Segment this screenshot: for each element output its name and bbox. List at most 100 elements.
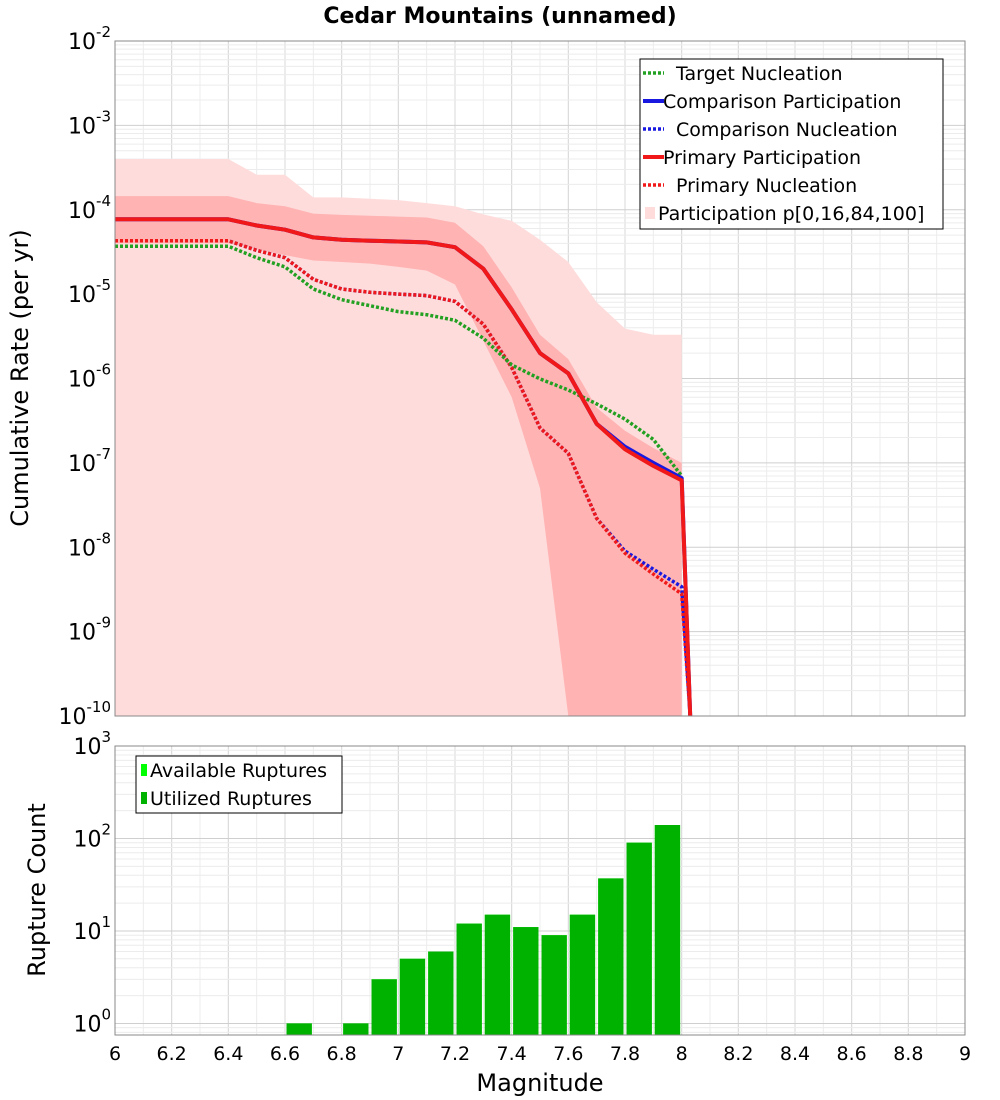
x-tick-label: 7 <box>392 1043 404 1065</box>
top-legend-box <box>639 58 944 230</box>
legend-label: Target Nucleation <box>675 63 843 85</box>
legend-label: Available Ruptures <box>150 760 327 782</box>
y-tick-base: 10 <box>68 452 96 477</box>
legend-label: Comparison Nucleation <box>676 119 898 141</box>
bar <box>456 923 482 1035</box>
y-tick-exponent: -5 <box>96 276 111 294</box>
bar <box>598 878 624 1035</box>
bottom-y-axis-title: Rupture Count <box>23 803 51 977</box>
y-tick-label: 102 <box>73 820 111 852</box>
top-y-ticks: 10-210-310-410-510-610-710-810-910-10 <box>59 23 112 730</box>
y-tick-base: 10 <box>68 368 96 393</box>
y-tick-label: 10-4 <box>68 192 111 224</box>
y-tick-exponent: 2 <box>101 820 111 838</box>
y-tick-exponent: -7 <box>96 445 111 463</box>
bottom-gridlines <box>114 746 966 1035</box>
y-tick-label: 101 <box>73 913 111 945</box>
x-tick-label: 6 <box>109 1043 121 1065</box>
bar <box>286 1023 312 1035</box>
bar <box>399 958 426 1035</box>
y-tick-label: 10-2 <box>68 23 111 55</box>
y-tick-label: 10-7 <box>68 445 111 477</box>
bar <box>626 842 652 1035</box>
top-plot-frame <box>114 40 966 717</box>
bar <box>569 914 596 1035</box>
y-tick-base: 10 <box>68 114 96 139</box>
x-tick-label: 6.6 <box>270 1043 300 1065</box>
y-tick-base: 10 <box>68 283 96 308</box>
y-tick-label: 10-5 <box>68 276 111 308</box>
y-tick-base: 10 <box>68 536 96 561</box>
bottom-legend: Available Ruptures Utilized Ruptures <box>135 755 343 814</box>
x-tick-label: 7.8 <box>610 1043 640 1065</box>
y-tick-exponent: 1 <box>101 913 111 931</box>
bottom-legend-items: Available Ruptures Utilized Ruptures <box>141 760 327 810</box>
y-tick-base: 10 <box>59 705 87 730</box>
y-tick-label: 10-3 <box>68 107 111 139</box>
legend-swatch <box>141 792 147 804</box>
legend-label: Primary Nucleation <box>676 175 857 197</box>
bar <box>343 1023 369 1035</box>
y-tick-exponent: -4 <box>96 192 111 210</box>
x-tick-label: 8.6 <box>837 1043 867 1065</box>
y-tick-base: 10 <box>68 621 96 646</box>
bar <box>541 935 567 1035</box>
y-tick-exponent: -9 <box>96 614 111 632</box>
y-tick-exponent: 0 <box>101 1005 111 1023</box>
legend-swatch <box>645 207 655 219</box>
x-tick-label: 6.2 <box>157 1043 187 1065</box>
x-axis-title: Magnitude <box>476 1069 603 1097</box>
y-tick-exponent: 3 <box>101 728 111 746</box>
legend-label: Primary Participation <box>663 147 861 169</box>
x-tick-label: 7.4 <box>497 1043 527 1065</box>
series-line <box>115 238 692 717</box>
y-tick-label: 10-8 <box>68 529 111 561</box>
y-tick-exponent: -6 <box>96 361 111 379</box>
bottom-plot-frame <box>114 745 966 1036</box>
bar <box>371 979 397 1035</box>
bar <box>428 951 454 1035</box>
x-tick-label: 8.8 <box>893 1043 923 1065</box>
y-tick-exponent: -8 <box>96 529 111 547</box>
bottom-bars <box>286 825 681 1035</box>
legend-swatch <box>141 764 147 776</box>
band-area <box>115 159 682 716</box>
bar <box>484 914 511 1035</box>
x-tick-label: 6.8 <box>327 1043 357 1065</box>
x-tick-label: 7.6 <box>553 1043 583 1065</box>
x-tick-label: 6.4 <box>213 1043 243 1065</box>
y-tick-base: 10 <box>68 199 96 224</box>
x-tick-label: 8 <box>676 1043 688 1065</box>
bar <box>654 825 681 1035</box>
top-series-lines <box>115 217 693 717</box>
series-line <box>115 244 684 477</box>
y-tick-base: 10 <box>73 920 101 945</box>
y-tick-base: 10 <box>68 30 96 55</box>
y-tick-exponent: -3 <box>96 107 111 125</box>
x-tick-label: 8.4 <box>780 1043 810 1065</box>
top-legend: Target Nucleation Comparison Participatio… <box>639 58 944 230</box>
bar <box>513 927 539 1035</box>
series-line <box>115 217 693 717</box>
y-tick-label: 103 <box>73 728 111 760</box>
top-y-axis-title: Cumulative Rate (per yr) <box>6 229 34 527</box>
top-legend-items: Target Nucleation Comparison Participatio… <box>643 63 924 225</box>
bottom-legend-box <box>135 755 343 814</box>
x-tick-label: 7.2 <box>440 1043 470 1065</box>
y-tick-exponent: -10 <box>87 698 112 716</box>
y-tick-label: 100 <box>73 1005 111 1037</box>
y-tick-base: 10 <box>73 735 101 760</box>
y-tick-exponent: -2 <box>96 23 111 41</box>
legend-label: Comparison Participation <box>663 91 901 113</box>
y-tick-label: 10-6 <box>68 361 111 393</box>
legend-label: Participation p[0,16,84,100] <box>658 203 924 225</box>
y-tick-base: 10 <box>73 827 101 852</box>
y-tick-label: 10-10 <box>59 698 112 730</box>
x-ticks: 6 6.2 6.4 6.6 6.8 7 7.2 7.4 7.6 7.8 8 8.2 8.4 8.6 8.8 9 <box>109 1043 971 1065</box>
x-tick-label: 8.2 <box>723 1043 753 1065</box>
legend-label: Utilized Ruptures <box>150 788 312 810</box>
y-tick-base: 10 <box>73 1012 101 1037</box>
y-tick-label: 10-9 <box>68 614 111 646</box>
